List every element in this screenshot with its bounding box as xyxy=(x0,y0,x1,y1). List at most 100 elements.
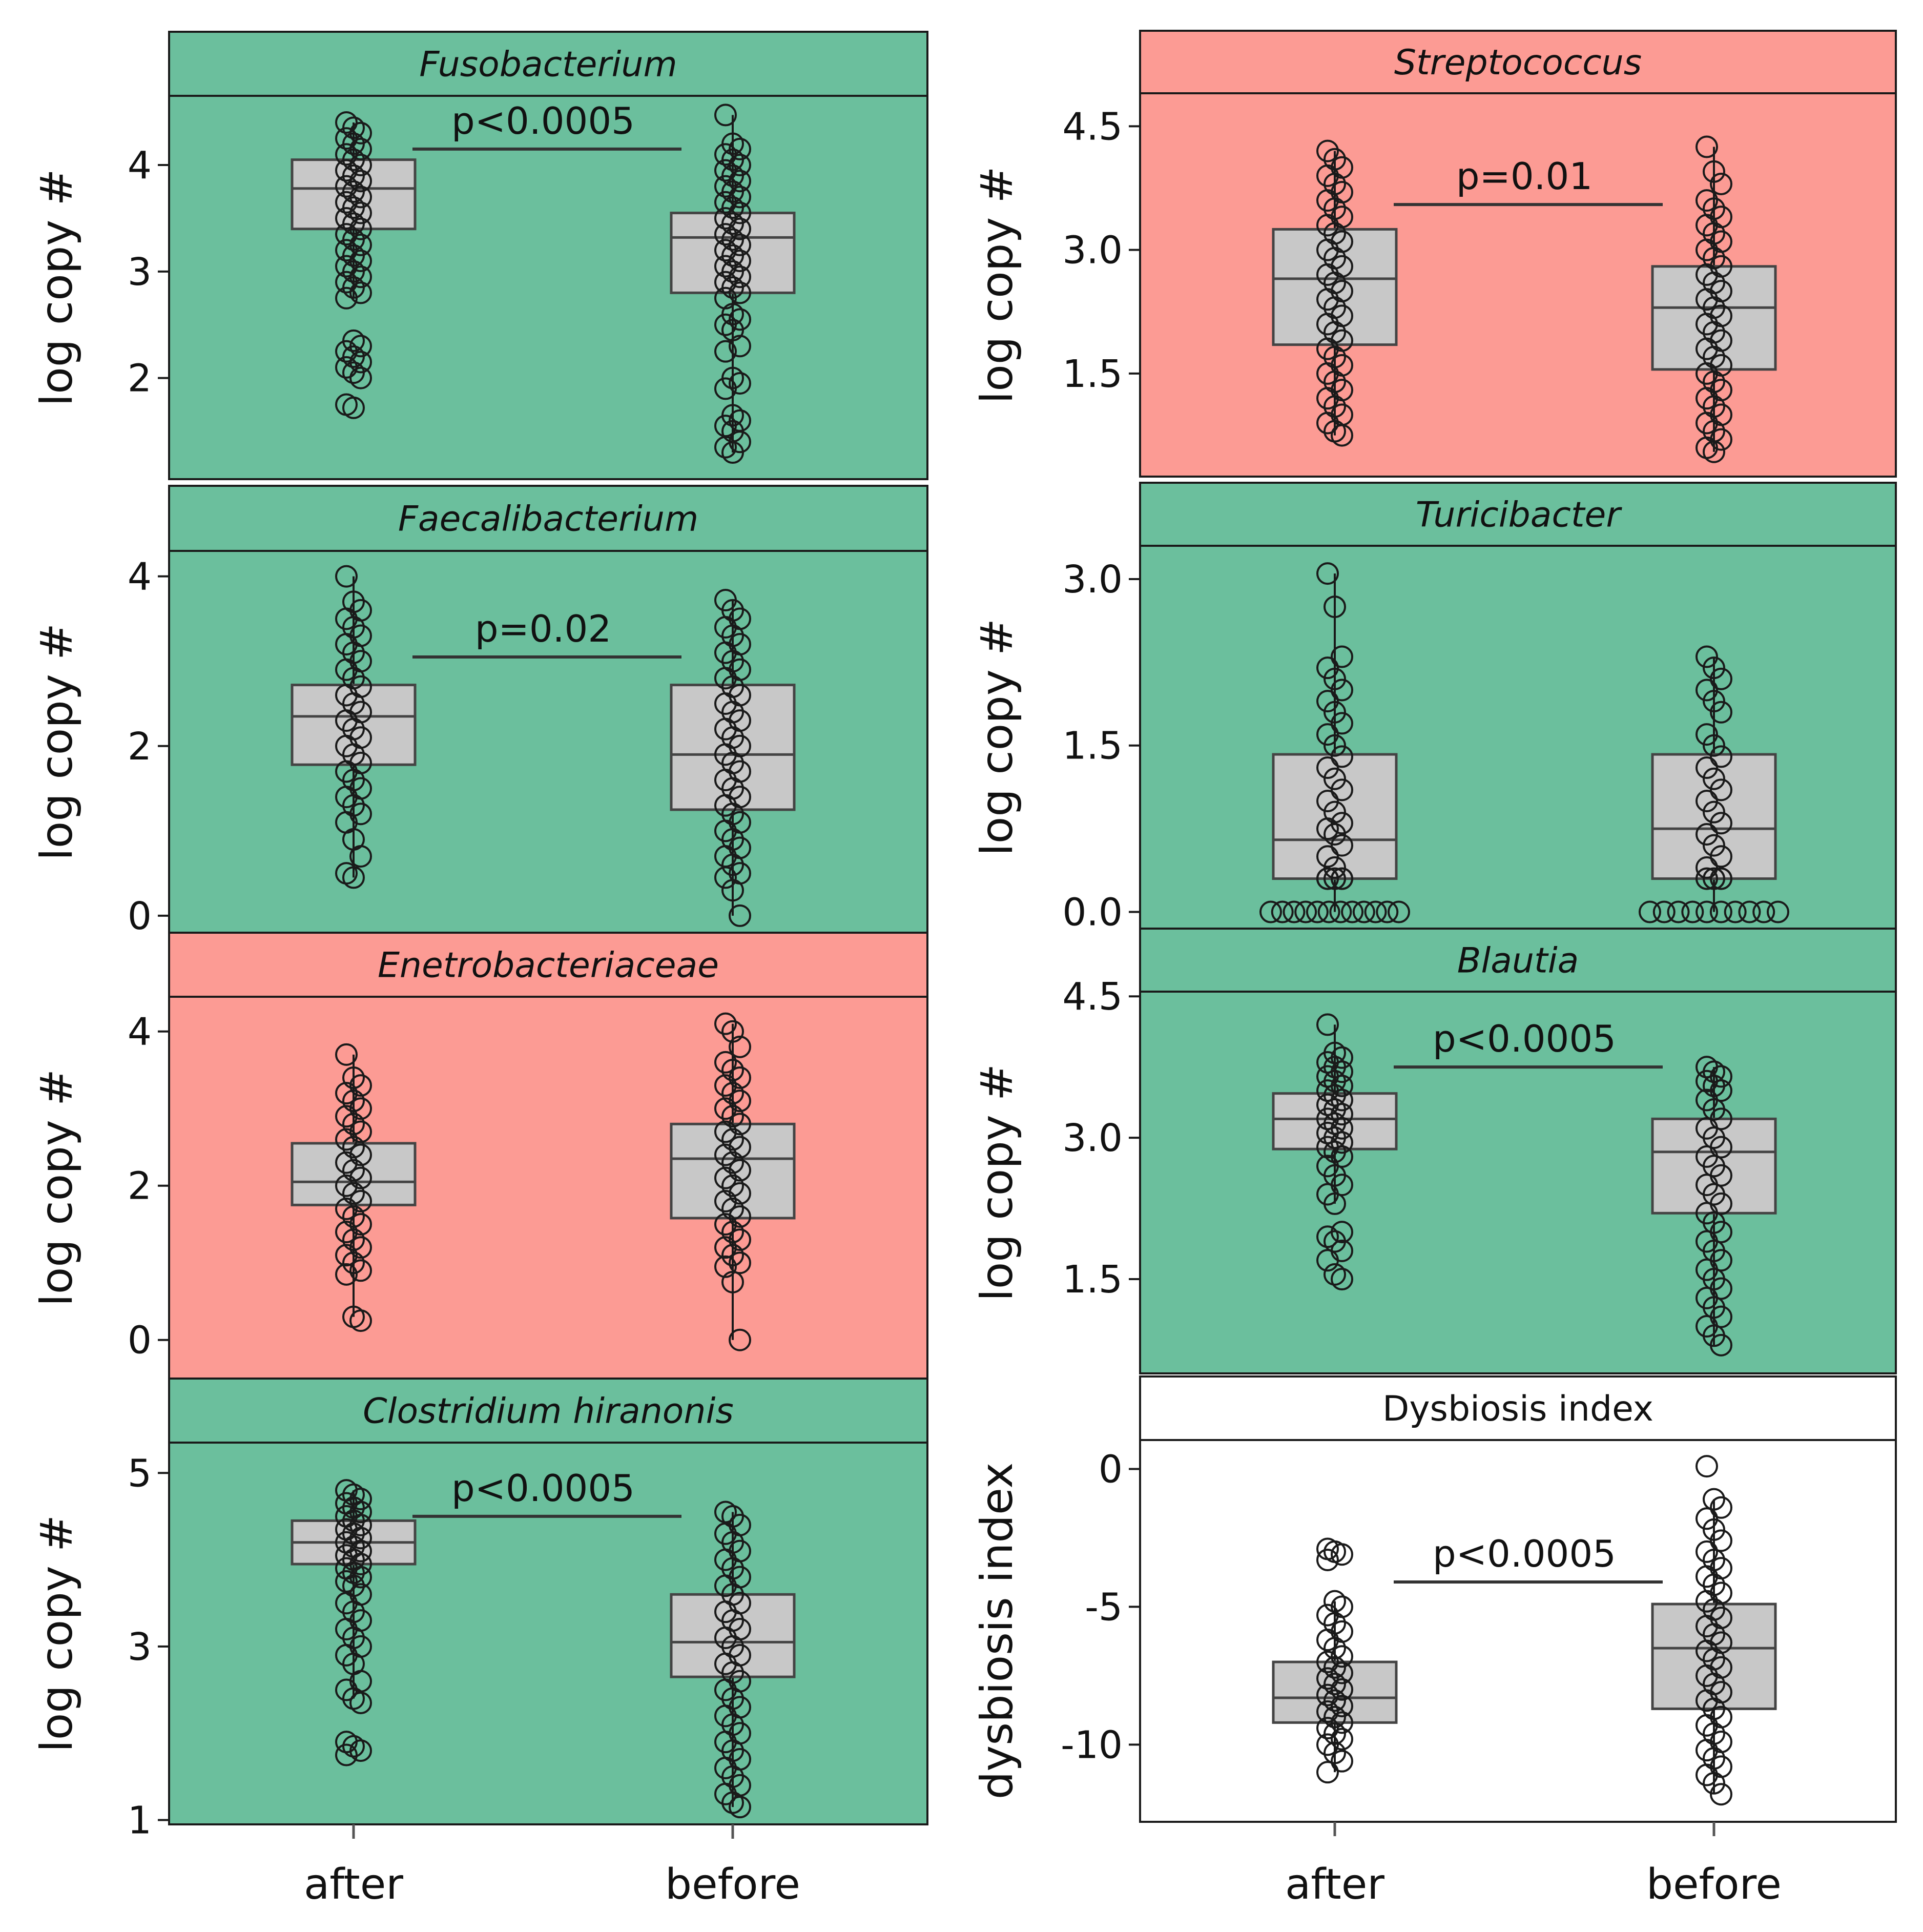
data-point xyxy=(1710,172,1732,195)
data-point xyxy=(1316,1700,1339,1723)
data-point xyxy=(714,1166,737,1189)
data-point xyxy=(349,1143,372,1166)
data-point xyxy=(349,1513,372,1536)
data-point xyxy=(714,1626,737,1649)
data-point xyxy=(1316,263,1339,286)
data-point xyxy=(349,1189,372,1212)
data-point xyxy=(721,1197,744,1220)
blautia-box-after xyxy=(1272,1013,1398,1291)
faecalibacterium-pvalue-label: p=0.02 xyxy=(475,607,611,650)
data-point xyxy=(1324,1637,1346,1660)
data-point xyxy=(1316,1651,1339,1674)
data-point xyxy=(1710,1783,1732,1806)
data-point xyxy=(1316,412,1339,435)
data-point xyxy=(714,1143,737,1166)
data-point xyxy=(729,1090,751,1113)
fusobacterium-box-before xyxy=(670,104,796,464)
data-point xyxy=(335,286,358,310)
data-point xyxy=(1316,723,1339,746)
data-point xyxy=(335,709,358,732)
enetrobacteriaceae-ytick-label: 0 xyxy=(128,1319,152,1363)
data-point xyxy=(1703,1074,1725,1097)
data-point xyxy=(1316,387,1339,410)
data-point xyxy=(1695,313,1718,336)
data-point xyxy=(721,1244,744,1267)
fusobacterium-ytick-label: 4 xyxy=(128,143,152,188)
data-point xyxy=(1316,1628,1339,1651)
data-point xyxy=(721,1270,744,1293)
data-point xyxy=(1703,767,1725,790)
data-point xyxy=(335,1043,358,1066)
data-point-zero xyxy=(1329,900,1352,923)
data-point xyxy=(714,1255,737,1278)
x-axes-layer: after before after before xyxy=(304,1822,1782,1909)
streptococcus-box-after xyxy=(1272,139,1398,447)
data-point xyxy=(1324,667,1346,690)
panel-dysbiosis-index: Dysbiosis index -10 -5 0 dysbiosis index p<0.… xyxy=(971,1375,1897,1823)
blautia-box-before xyxy=(1651,1056,1777,1356)
data-point xyxy=(721,1105,744,1128)
data-point xyxy=(1331,424,1353,447)
data-point xyxy=(714,1012,737,1035)
data-point xyxy=(335,1082,358,1105)
box-iqr xyxy=(291,1142,417,1206)
data-point-zero xyxy=(1767,900,1789,923)
data-point xyxy=(714,313,737,336)
data-point xyxy=(1324,1722,1346,1745)
data-point xyxy=(335,658,358,681)
data-point xyxy=(1324,701,1346,724)
data-point xyxy=(1703,1518,1725,1541)
data-point xyxy=(342,1228,365,1251)
data-point xyxy=(721,1058,744,1081)
data-point xyxy=(1695,263,1718,286)
x-label-left-before: before xyxy=(665,1860,800,1909)
data-point xyxy=(335,1105,358,1128)
data-point xyxy=(335,1151,358,1174)
data-point xyxy=(335,734,358,757)
blautia-ytick-label: 3.0 xyxy=(1062,1116,1123,1160)
data-point xyxy=(1695,387,1718,410)
data-point xyxy=(1316,562,1339,585)
dysbiosis-index-y-axis-label: dysbiosis index xyxy=(971,1463,1023,1800)
data-point xyxy=(714,641,737,664)
data-point xyxy=(729,1136,751,1159)
data-point xyxy=(714,143,737,166)
data-point xyxy=(1703,1488,1725,1511)
data-point xyxy=(1695,238,1718,261)
enetrobacteriaceae-box-after xyxy=(291,1043,417,1332)
data-point xyxy=(335,1174,358,1197)
data-point xyxy=(714,104,737,127)
data-point xyxy=(1695,645,1718,668)
data-point xyxy=(342,866,365,889)
fusobacterium-pvalue-label: p<0.0005 xyxy=(451,99,635,142)
data-point xyxy=(714,1212,737,1236)
data-point xyxy=(1695,288,1718,311)
clostridium-hiranonis-box-before xyxy=(670,1501,796,1819)
fusobacterium-ytick-label: 2 xyxy=(128,357,152,401)
data-point xyxy=(721,441,744,464)
data-point xyxy=(1695,1739,1718,1762)
data-point xyxy=(1710,845,1732,868)
data-point xyxy=(335,1244,358,1267)
data-point xyxy=(1316,1733,1339,1756)
data-point xyxy=(1324,767,1346,790)
faecalibacterium-ytick-label: 0 xyxy=(128,894,152,938)
data-point xyxy=(1316,1249,1339,1272)
data-point xyxy=(342,361,365,384)
data-point xyxy=(349,1097,372,1120)
data-point xyxy=(714,1548,737,1571)
data-point xyxy=(1695,679,1718,702)
data-point xyxy=(335,175,358,198)
data-point xyxy=(349,1212,372,1236)
data-point xyxy=(1331,867,1353,890)
data-point xyxy=(1695,856,1718,879)
data-point xyxy=(1710,428,1732,451)
data-point xyxy=(1331,745,1353,768)
data-point xyxy=(714,255,737,278)
data-point xyxy=(1703,734,1725,757)
blautia-pvalue-label: p<0.0005 xyxy=(1433,1017,1616,1060)
data-point xyxy=(1710,667,1732,690)
data-point-zero xyxy=(1294,900,1317,923)
data-point xyxy=(1331,1661,1353,1684)
